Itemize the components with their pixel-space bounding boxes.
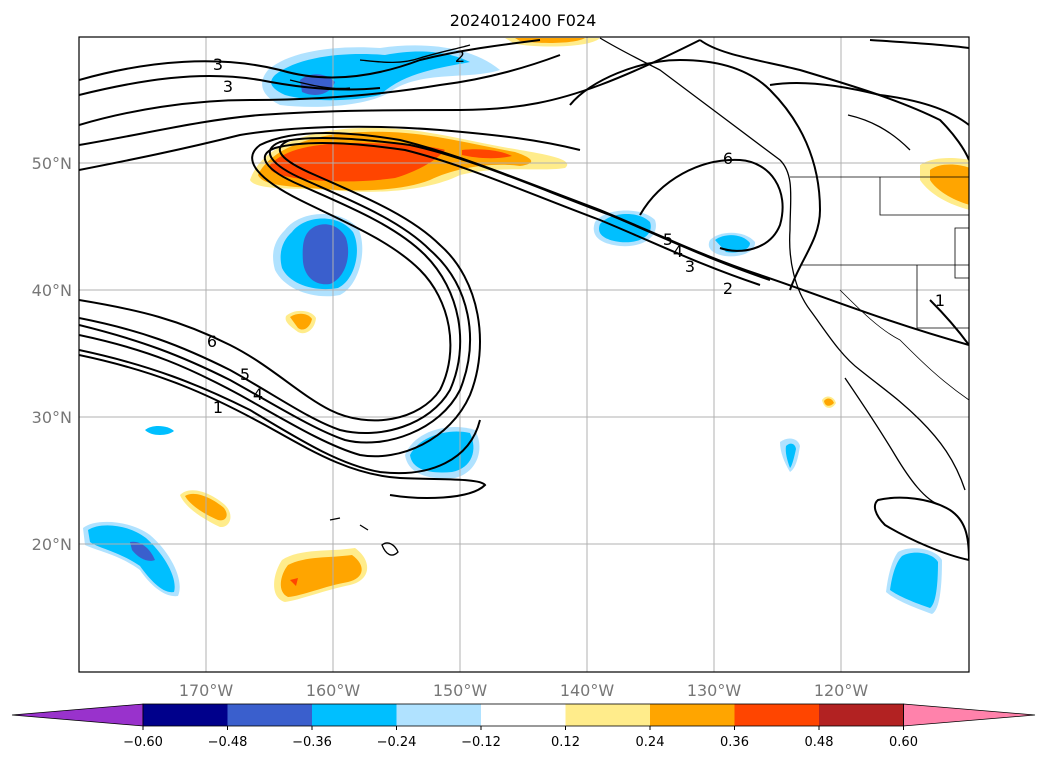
shaded-negative-anomaly — [130, 541, 155, 561]
lat-label-50n: 50°N — [32, 154, 72, 173]
shaded-positive-anomaly — [269, 142, 445, 182]
height-contours — [79, 39, 969, 562]
shaded-positive-anomaly — [290, 578, 298, 586]
shaded-positive-anomaly — [824, 398, 834, 406]
lat-label-20n: 20°N — [32, 535, 72, 554]
shaded-negative-anomaly — [890, 552, 938, 608]
colorbar: −0.60 −0.48 −0.36 −0.24 −0.12 0.12 0.24 0.36 0.4… — [11, 703, 1036, 750]
lon-label-130w: 130°W — [687, 681, 742, 700]
contour-label: 5 — [240, 365, 250, 384]
colorbar-tick-label: 0.36 — [720, 735, 749, 750]
political-borders — [790, 176, 969, 401]
lat-label-30n: 30°N — [32, 408, 72, 427]
lat-label-40n: 40°N — [32, 281, 72, 300]
contour-label: 3 — [223, 77, 233, 96]
colorbar-segment — [650, 704, 735, 726]
colorbar-segment — [227, 704, 313, 726]
shaded-field-layer — [83, 38, 969, 614]
colorbar-tick-label: −0.60 — [123, 735, 163, 750]
colorbar-segment — [481, 704, 566, 726]
colorbar-outline — [142, 703, 904, 727]
colorbar-tick-label: 0.24 — [636, 735, 665, 750]
graticule — [79, 37, 969, 672]
colorbar-segment — [819, 704, 904, 726]
shaded-positive-anomaly — [280, 555, 362, 597]
shaded-negative-anomaly — [302, 224, 349, 285]
longitude-labels: 170°W 160°W 150°W 140°W 130°W 120°W — [179, 681, 869, 700]
coastlines — [289, 37, 966, 556]
shaded-positive-anomaly — [290, 313, 312, 330]
colorbar-tick-label: 0.48 — [805, 735, 834, 750]
map-frame — [78, 36, 970, 673]
colorbar-tick-label: 0.60 — [889, 735, 918, 750]
contour-label: 6 — [723, 149, 733, 168]
contour-label-layer: 3 3 2 6 5 4 3 2 6 5 4 1 1 — [207, 47, 945, 417]
colorbar-tick-label: −0.12 — [461, 735, 501, 750]
colorbar-tick-label: −0.24 — [377, 735, 417, 750]
colorbar-extend-high — [903, 703, 1036, 727]
contour-label: 2 — [455, 47, 465, 66]
shaded-negative-anomaly — [145, 425, 174, 435]
contour-label: 4 — [253, 385, 263, 404]
contour-label: 1 — [935, 291, 945, 310]
shaded-positive-anomaly — [462, 149, 512, 159]
lon-label-150w: 150°W — [433, 681, 488, 700]
contour-label: 2 — [723, 279, 733, 298]
colorbar-tick-label: −0.36 — [292, 735, 332, 750]
contour-label: 6 — [207, 332, 217, 351]
shaded-positive-anomaly — [930, 164, 969, 205]
colorbar-tick-label: −0.48 — [208, 735, 248, 750]
contour-label: 5 — [663, 230, 673, 249]
contour-label: 1 — [213, 398, 223, 417]
colorbar-segment — [312, 704, 397, 726]
colorbar-segment — [396, 704, 482, 726]
lon-label-170w: 170°W — [179, 681, 234, 700]
colorbar-segment — [143, 704, 228, 726]
contour-label: 3 — [213, 55, 223, 74]
lon-label-120w: 120°W — [814, 681, 869, 700]
shaded-negative-anomaly — [785, 443, 796, 468]
shaded-negative-anomaly — [88, 525, 175, 593]
colorbar-extend-low — [11, 703, 144, 727]
contour-label: 3 — [685, 257, 695, 276]
lon-label-160w: 160°W — [306, 681, 361, 700]
colorbar-segment — [565, 704, 651, 726]
lon-label-140w: 140°W — [560, 681, 615, 700]
map-area: 3 3 2 6 5 4 3 2 6 5 4 1 1 — [79, 37, 969, 672]
map-title: 2024012400 F024 — [450, 11, 597, 30]
colorbar-tick-label: 0.12 — [551, 735, 580, 750]
contour-label: 4 — [673, 242, 683, 261]
latitude-labels: 50°N 40°N 30°N 20°N — [32, 154, 72, 554]
colorbar-segment — [734, 704, 820, 726]
